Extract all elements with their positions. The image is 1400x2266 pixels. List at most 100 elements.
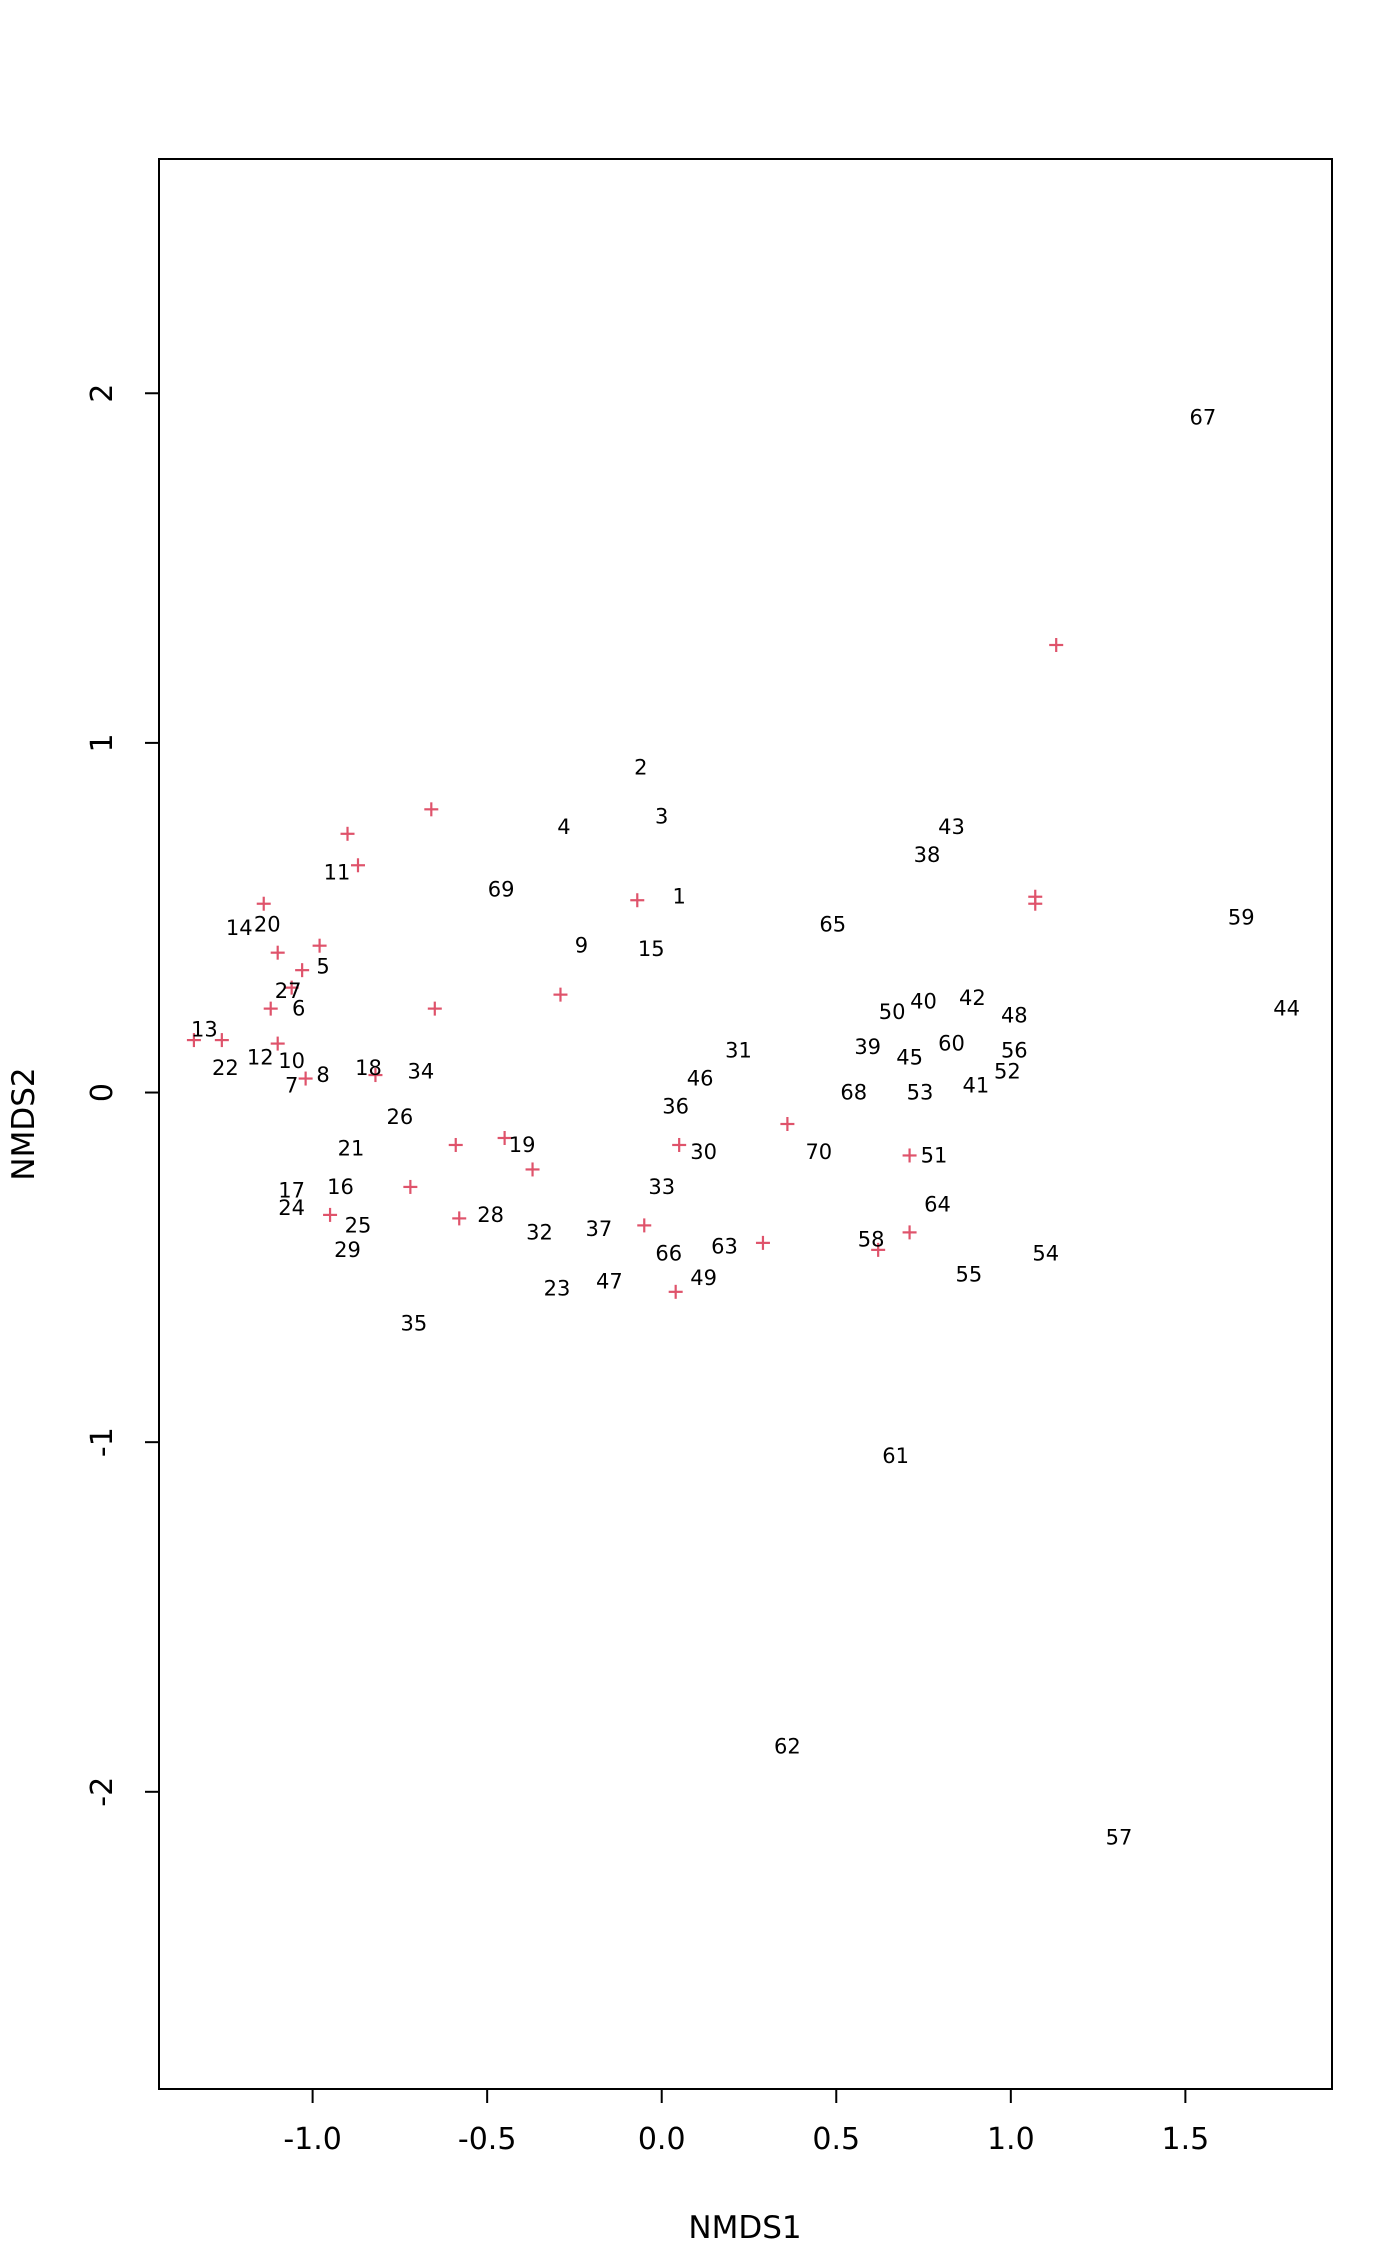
site-label: 18: [355, 1056, 382, 1080]
y-axis: -2 -1 0 1 2: [85, 384, 159, 1807]
x-tick-label: 0.5: [812, 2122, 860, 2157]
site-label: 55: [956, 1262, 983, 1286]
site-label: 17: [278, 1178, 305, 1202]
plot-frame: [158, 158, 1333, 2090]
site-label: 42: [959, 986, 986, 1010]
species-point: [403, 1179, 418, 1194]
site-label: 8: [316, 1063, 329, 1087]
site-label: 23: [544, 1276, 571, 1300]
site-label: 54: [1032, 1241, 1059, 1265]
species-point: [448, 1137, 463, 1152]
site-label: 70: [805, 1140, 832, 1164]
species-point: [323, 1207, 338, 1222]
species-point: [214, 1033, 229, 1048]
site-label: 6: [292, 997, 305, 1021]
x-tick-label: -1.0: [283, 2122, 342, 2157]
site-label: 39: [854, 1035, 881, 1059]
site-label: 58: [858, 1227, 885, 1251]
species-point: [902, 1148, 917, 1163]
species-point: [525, 1162, 540, 1177]
species-point: [452, 1211, 467, 1226]
species-point: [298, 1071, 313, 1086]
site-label: 50: [879, 1000, 906, 1024]
y-tick-label: 0: [85, 1083, 120, 1102]
species-point: [630, 893, 645, 908]
site-label: 22: [212, 1056, 239, 1080]
site-label: 59: [1228, 906, 1255, 930]
site-label: 3: [655, 804, 668, 828]
species-point: [637, 1218, 652, 1233]
x-tick-label: 1.5: [1162, 2122, 1210, 2157]
site-label: 47: [596, 1269, 623, 1293]
site-label: 29: [334, 1238, 361, 1262]
site-label: 66: [655, 1241, 682, 1265]
site-label: 37: [586, 1217, 613, 1241]
site-label: 2: [634, 755, 647, 779]
species-point: [270, 1036, 285, 1051]
site-label: 31: [725, 1039, 752, 1063]
species-point: [497, 1130, 512, 1145]
site-label: 30: [690, 1140, 717, 1164]
species-point: [1028, 896, 1043, 911]
species-point: [263, 1001, 278, 1016]
species-point: [755, 1235, 770, 1250]
site-label: 40: [910, 990, 937, 1014]
site-label: 15: [638, 937, 665, 961]
site-label: 57: [1106, 1825, 1133, 1849]
site-label: 36: [662, 1095, 689, 1119]
site-label: 56: [1001, 1039, 1028, 1063]
site-label: 26: [387, 1105, 414, 1129]
species-point: [668, 1284, 683, 1299]
x-axis-title: NMDS1: [688, 2210, 801, 2246]
site-label: 38: [914, 843, 941, 867]
x-axis: -1.0 -0.5 0.0 0.5 1.0 1.5: [283, 2089, 1209, 2157]
site-label: 16: [327, 1175, 354, 1199]
y-tick-label: 1: [85, 733, 120, 752]
y-axis-title: NMDS2: [6, 1067, 42, 1180]
species-point: [871, 1242, 886, 1257]
site-label: 19: [509, 1133, 536, 1157]
site-label: 69: [488, 878, 515, 902]
site-label: 14: [226, 916, 253, 940]
site-label: 28: [477, 1203, 504, 1227]
species-point: [295, 963, 310, 978]
site-label: 48: [1001, 1004, 1028, 1028]
species-point: [270, 945, 285, 960]
site-label: 53: [907, 1081, 934, 1105]
site-label: 24: [278, 1196, 305, 1220]
species-point: [424, 802, 439, 817]
site-label: 43: [938, 815, 965, 839]
y-tick-label: 2: [85, 384, 120, 403]
species-point: [340, 826, 355, 841]
site-label: 51: [921, 1143, 948, 1167]
site-label: 67: [1189, 406, 1216, 430]
y-tick-label: -2: [85, 1777, 120, 1807]
site-label: 52: [994, 1060, 1021, 1084]
site-label: 35: [400, 1311, 427, 1335]
site-label: 1: [672, 885, 685, 909]
x-tick-label: 0.0: [638, 2122, 686, 2157]
site-label: 60: [938, 1032, 965, 1056]
site-label: 45: [896, 1046, 923, 1070]
site-label: 11: [324, 860, 351, 884]
species-point: [256, 896, 271, 911]
site-label: 65: [819, 913, 846, 937]
site-label: 21: [338, 1136, 365, 1160]
species-point: [284, 980, 299, 995]
site-label: 68: [840, 1081, 867, 1105]
site-label: 63: [711, 1234, 738, 1258]
species-point: [368, 1068, 383, 1083]
site-label: 4: [557, 815, 570, 839]
site-label: 41: [963, 1074, 990, 1098]
site-label: 9: [575, 934, 588, 958]
site-label: 44: [1273, 997, 1300, 1021]
site-label: 20: [254, 913, 281, 937]
species-point: [312, 938, 327, 953]
species-point: [427, 1001, 442, 1016]
species-point: [1049, 637, 1064, 652]
species-point: [350, 858, 365, 873]
site-label: 49: [690, 1266, 717, 1290]
species-points: [186, 637, 1064, 1299]
